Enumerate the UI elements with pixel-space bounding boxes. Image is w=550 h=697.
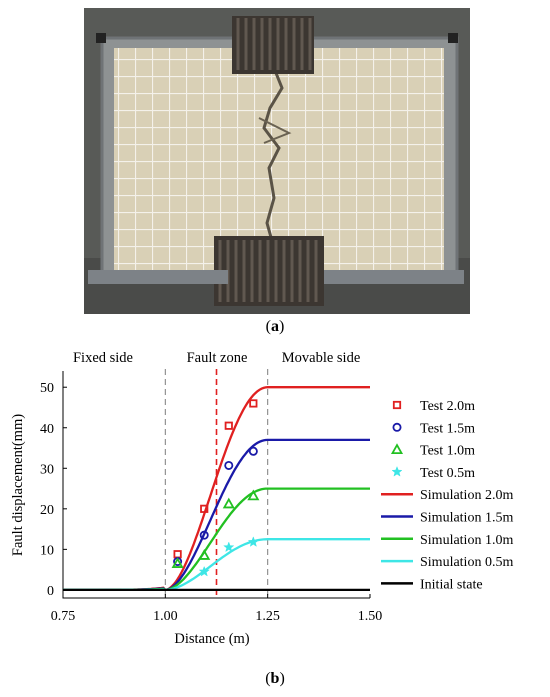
x-tick-label-1: 1.00 (153, 609, 178, 624)
y-tick-label-2: 20 (40, 503, 54, 518)
region-label-fault-zone: Fault zone (187, 350, 248, 366)
test-point-1-2 (224, 460, 234, 470)
y-tick-label-0: 0 (47, 584, 54, 599)
legend-label-1: Test 1.5m (420, 421, 475, 436)
test-point-0-3 (249, 399, 258, 408)
x-tick-label-3: 1.50 (358, 609, 383, 624)
legend-marker-2 (390, 443, 404, 454)
x-tick-label-2: 1.25 (255, 609, 280, 624)
legend: Test 2.0m Test 1.5m Test 1.0m Test 0.5m Simu… (381, 399, 513, 592)
legend-marker-1 (392, 422, 402, 432)
fault-displacement-chart: Fixed side Fault zone Movable side 0.75 1… (10, 350, 513, 647)
region-label-fixed-side: Fixed side (73, 350, 133, 366)
test-point-3-2 (247, 536, 259, 547)
legend-marker-0 (392, 400, 402, 410)
legend-sim-label-2: Simulation 1.0m (420, 533, 513, 548)
x-tick-label-0: 0.75 (51, 609, 76, 624)
legend-label-0: Test 2.0m (420, 399, 475, 414)
test-point-1-1 (199, 530, 209, 540)
test-point-2-3 (247, 489, 260, 501)
legend-label-3: Test 0.5m (420, 466, 475, 481)
legend-sim-label-1: Simulation 1.5m (420, 511, 513, 526)
test-point-2-0 (171, 557, 184, 568)
y-tick-label-5: 50 (40, 381, 54, 396)
test-point-0-1 (200, 504, 209, 513)
legend-sim-label-0: Simulation 2.0m (420, 488, 513, 503)
panel-b-label: (b) (265, 670, 285, 687)
y-axis-label: Fault displacement(mm) (10, 414, 26, 556)
region-label-movable-side: Movable side (282, 350, 361, 366)
test-point-2-2 (222, 497, 235, 509)
legend-sim-label-4: Initial state (420, 577, 483, 592)
legend-sim-label-3: Simulation 0.5m (420, 555, 513, 570)
test-point-3-0 (198, 565, 210, 577)
test-point-1-3 (248, 446, 258, 456)
panel-a-label: (a) (265, 318, 285, 335)
legend-marker-3 (391, 465, 403, 477)
y-tick-label-4: 40 (40, 422, 54, 437)
test-point-3-1 (223, 541, 235, 553)
legend-label-2: Test 1.0m (420, 444, 475, 459)
x-axis-label: Distance (m) (174, 631, 249, 647)
y-tick-label-3: 30 (40, 462, 54, 477)
y-tick-label-1: 10 (40, 543, 54, 558)
test-point-0-2 (224, 421, 233, 430)
test-point-2-1 (198, 549, 211, 560)
test-point-0-0 (173, 550, 182, 559)
test-box-photo (84, 8, 470, 314)
